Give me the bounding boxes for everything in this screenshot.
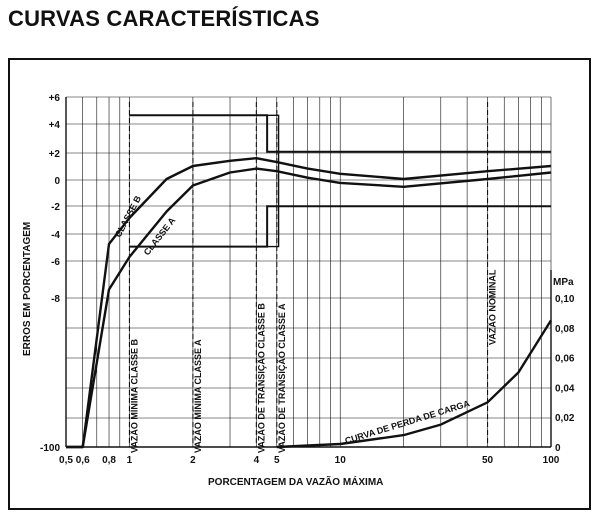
y2-tick-label: 0,08: [555, 324, 575, 335]
y-tick-label: 0: [54, 176, 60, 187]
y-tick-label: -8: [51, 294, 60, 305]
y2-tick-label: 0,04: [555, 383, 575, 394]
x-tick-label: 4: [254, 455, 260, 466]
y2-axis-label: MPa: [553, 277, 574, 288]
limit-box-transition: [256, 114, 280, 248]
page-title: CURVAS CARACTERÍSTICAS: [8, 6, 320, 31]
series-label-perda-de-carga: CURVA DE PERDA DE CARGA: [344, 398, 472, 446]
reference-label: VAZÃO MÍNIMA CLASSE A: [193, 339, 203, 453]
reference-label: VAZÃO MÍNIMA CLASSE B: [129, 339, 139, 453]
limit-line-upper: [129, 114, 551, 153]
reference-label: VAZÃO NOMINAL: [488, 269, 498, 345]
y-tick-label: -100: [40, 443, 60, 454]
series-label-classe-b: CLASSE B: [113, 194, 143, 239]
x-tick-label: 0,8: [102, 455, 116, 466]
x-tick-label: 1: [127, 455, 133, 466]
y-tick-label: -2: [51, 202, 60, 213]
y2-tick-label: 0,10: [555, 294, 575, 305]
series-line-perda-de-carga: [276, 319, 553, 449]
x-tick-label: 10: [335, 455, 347, 466]
y-tick-label: -4: [51, 230, 60, 241]
y2-tick-label: 0: [555, 443, 561, 454]
x-tick-label: 0,6: [76, 455, 90, 466]
y-tick-label: +6: [49, 93, 61, 104]
chart-frame: [8, 58, 591, 510]
y-tick-label: +4: [49, 120, 61, 131]
y-axis-label: ERROS EM PORCENTAGEM: [22, 222, 33, 356]
y-tick-label: -6: [51, 257, 60, 268]
x-tick-label: 2: [190, 455, 196, 466]
y-tick-label: +2: [49, 149, 61, 160]
x-tick-label: 0,5: [59, 455, 73, 466]
series-line-classe-a: [66, 167, 552, 449]
reference-label: VAZÃO DE TRANSIÇÃO CLASSE A: [277, 303, 287, 453]
x-tick-label: 50: [482, 455, 494, 466]
x-axis-label: PORCENTAGEM DA VAZÃO MÁXIMA: [208, 475, 383, 488]
y2-tick-label: 0,02: [555, 413, 575, 424]
series-line-classe-b: [66, 157, 552, 449]
y2-tick-label: 0,06: [555, 354, 575, 365]
limit-line-lower: [129, 205, 551, 248]
reference-label: VAZÃO DE TRANSIÇÃO CLASSE B: [256, 303, 266, 453]
x-tick-label: 100: [543, 455, 560, 466]
x-tick-label: 5: [274, 455, 280, 466]
